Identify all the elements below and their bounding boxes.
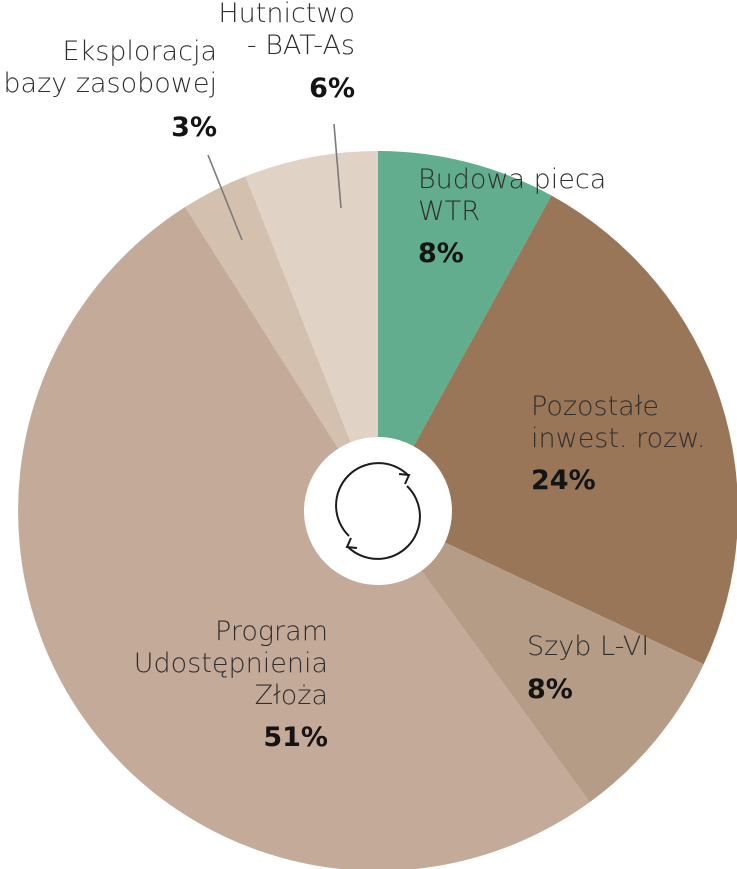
label-eksploracja-line1: Eksploracja bbox=[63, 36, 217, 67]
label-wtr-line2: WTR bbox=[418, 196, 480, 227]
label-pozostale-line2: inwest. rozw. bbox=[531, 423, 706, 454]
label-szyb-line1: Szyb L-VI bbox=[527, 631, 649, 662]
slice-budowa-pieca-wtr bbox=[378, 151, 552, 511]
label-program-line3: Złoża bbox=[255, 680, 328, 711]
leader-line-eksploracja bbox=[207, 154, 243, 241]
label-eksploracja-percent: 3% bbox=[171, 112, 217, 143]
slice-hutnictwo-bat-as bbox=[245, 151, 378, 511]
label-program-line2: Udostępnienia bbox=[134, 648, 328, 679]
label-hutnictwo-line2: - BAT-As bbox=[247, 30, 355, 61]
label-program-line1: Program bbox=[215, 616, 328, 647]
label-pozostale-percent: 24% bbox=[531, 465, 596, 496]
label-program-percent: 51% bbox=[263, 722, 328, 753]
leader-line-hutnictwo bbox=[333, 123, 342, 209]
slices-group bbox=[18, 151, 737, 869]
slice-eksploracja-bazy-zasobowej bbox=[185, 176, 378, 511]
label-eksploracja-line2: bazy zasobowej bbox=[3, 68, 217, 99]
refresh-cycle-icon bbox=[335, 462, 421, 560]
label-wtr-percent: 8% bbox=[418, 238, 464, 269]
label-pozostale-line1: Pozostałe bbox=[531, 391, 659, 422]
label-wtr-line1: Budowa pieca bbox=[418, 164, 606, 195]
slice-pozosta-e-inwest-rozw bbox=[378, 195, 737, 665]
donut-hole bbox=[304, 437, 452, 585]
slice-szyb-l-vi bbox=[378, 511, 704, 803]
label-hutnictwo-percent: 6% bbox=[309, 73, 355, 104]
slice-program-udost-pnienia-z-o-a bbox=[18, 207, 590, 869]
label-hutnictwo-line1: Hutnictwo bbox=[218, 0, 355, 29]
label-szyb-percent: 8% bbox=[527, 674, 573, 705]
